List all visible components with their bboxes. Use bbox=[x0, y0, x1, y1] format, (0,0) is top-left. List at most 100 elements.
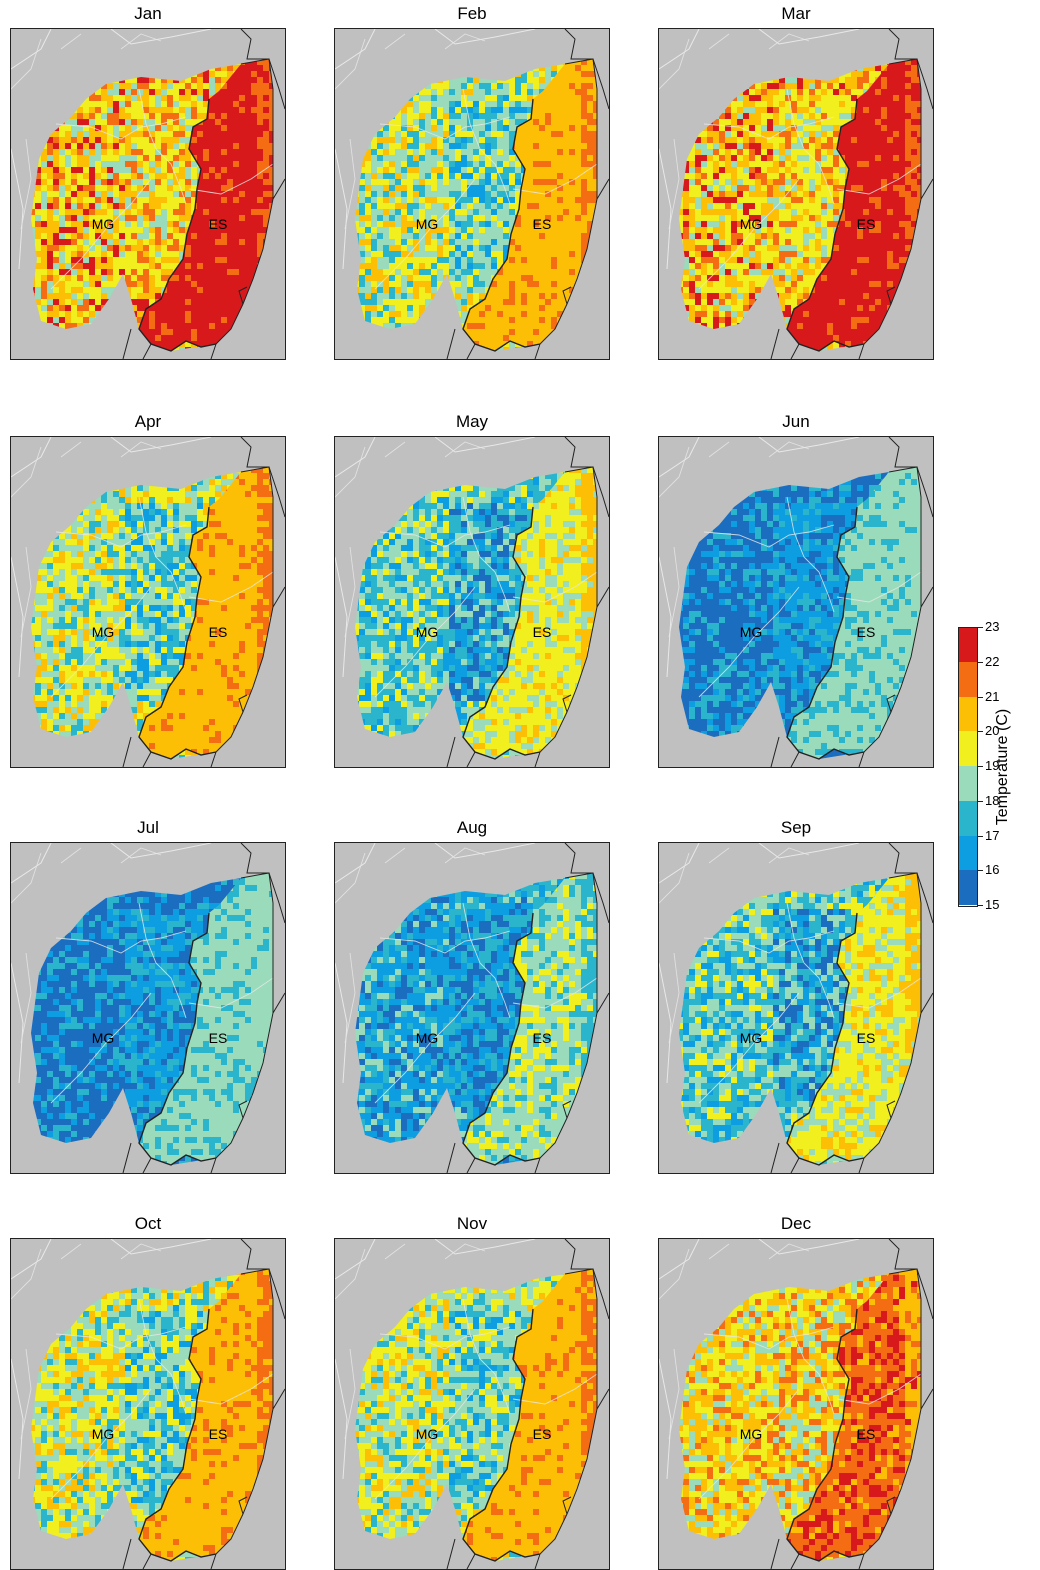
region-label-mg: MG bbox=[92, 216, 115, 232]
river-line bbox=[11, 1249, 41, 1299]
colorbar-tick-label: 23 bbox=[985, 620, 999, 634]
region-label-es: ES bbox=[533, 1030, 552, 1046]
state-border-line bbox=[123, 1539, 131, 1569]
river-line bbox=[385, 848, 405, 863]
region-label-mg: MG bbox=[416, 216, 439, 232]
state-border-line bbox=[597, 993, 609, 1013]
colorbar-title: Temperature (C) bbox=[994, 709, 1012, 825]
state-border-line bbox=[565, 1239, 593, 1269]
state-border-line bbox=[921, 587, 933, 607]
region-label-es: ES bbox=[533, 216, 552, 232]
state-border-line bbox=[241, 843, 269, 873]
region-label-es: ES bbox=[857, 624, 876, 640]
state-border-line bbox=[123, 1143, 131, 1173]
state-border-line bbox=[859, 1158, 864, 1173]
colorbar-tick bbox=[978, 731, 983, 732]
map-frame: MG ES bbox=[334, 28, 610, 360]
river-line bbox=[659, 1249, 689, 1299]
state-border-line bbox=[921, 179, 933, 199]
colorbar-segment bbox=[958, 766, 978, 801]
state-border-line bbox=[273, 179, 285, 199]
colorbar-tick-label: 22 bbox=[985, 655, 999, 669]
panel-title: May bbox=[334, 412, 610, 432]
river-line bbox=[709, 1244, 729, 1259]
state-border-line bbox=[535, 1158, 540, 1173]
region-label-es: ES bbox=[857, 1030, 876, 1046]
state-border-line bbox=[143, 344, 151, 359]
state-border-line bbox=[467, 1554, 475, 1569]
region-label-es: ES bbox=[209, 624, 228, 640]
region-label-mg: MG bbox=[416, 624, 439, 640]
colorbar-segment bbox=[958, 731, 978, 766]
region-label-mg: MG bbox=[416, 1030, 439, 1046]
state-border-line bbox=[771, 737, 779, 767]
colorbar-tick bbox=[978, 627, 983, 628]
state-border-line bbox=[597, 1389, 609, 1409]
river-line bbox=[385, 34, 405, 49]
river-line bbox=[61, 442, 81, 457]
river-line bbox=[11, 447, 41, 497]
state-border-line bbox=[859, 752, 864, 767]
state-border-line bbox=[143, 1158, 151, 1173]
state-border-line bbox=[535, 752, 540, 767]
river-line bbox=[385, 1244, 405, 1259]
state-border-line bbox=[143, 752, 151, 767]
region-label-mg: MG bbox=[92, 1030, 115, 1046]
state-border-line bbox=[597, 587, 609, 607]
state-border-line bbox=[211, 1158, 216, 1173]
state-border-line bbox=[211, 1554, 216, 1569]
panel-title: Sep bbox=[658, 818, 934, 838]
panel-title: Aug bbox=[334, 818, 610, 838]
state-border-line bbox=[597, 179, 609, 199]
temperature-map: MG ES bbox=[335, 29, 609, 359]
colorbar-tick bbox=[978, 766, 983, 767]
region-label-mg: MG bbox=[740, 216, 763, 232]
state-border-line bbox=[859, 344, 864, 359]
panel-title: Oct bbox=[10, 1214, 286, 1234]
river-line bbox=[61, 1244, 81, 1259]
river-line bbox=[659, 447, 689, 497]
panel-title: Apr bbox=[10, 412, 286, 432]
region-label-mg: MG bbox=[92, 624, 115, 640]
state-border-line bbox=[921, 1389, 933, 1409]
colorbar-tick bbox=[978, 662, 983, 663]
state-border-line bbox=[771, 329, 779, 359]
state-border-line bbox=[565, 437, 593, 467]
state-border-line bbox=[273, 587, 285, 607]
panel-title: Mar bbox=[658, 4, 934, 24]
state-border-line bbox=[771, 1143, 779, 1173]
map-frame: MG ES bbox=[334, 842, 610, 1174]
colorbar-tick bbox=[978, 697, 983, 698]
river-line bbox=[659, 853, 689, 903]
temperature-map: MG ES bbox=[659, 843, 933, 1173]
river-line bbox=[335, 853, 365, 903]
region-label-mg: MG bbox=[740, 1030, 763, 1046]
map-frame: MG ES bbox=[658, 842, 934, 1174]
river-line bbox=[335, 447, 365, 497]
panel-title: Dec bbox=[658, 1214, 934, 1234]
state-border-line bbox=[565, 29, 593, 59]
panel-title: Feb bbox=[334, 4, 610, 24]
state-border-line bbox=[921, 993, 933, 1013]
colorbar-tick bbox=[978, 905, 983, 906]
state-border-line bbox=[467, 1158, 475, 1173]
colorbar-segment bbox=[958, 662, 978, 697]
river-line bbox=[385, 442, 405, 457]
river-line bbox=[709, 848, 729, 863]
state-border-line bbox=[467, 344, 475, 359]
colorbar-segment bbox=[958, 870, 978, 905]
temperature-map: MG ES bbox=[335, 843, 609, 1173]
state-border-line bbox=[123, 329, 131, 359]
colorbar-tick-label: 17 bbox=[985, 829, 999, 843]
